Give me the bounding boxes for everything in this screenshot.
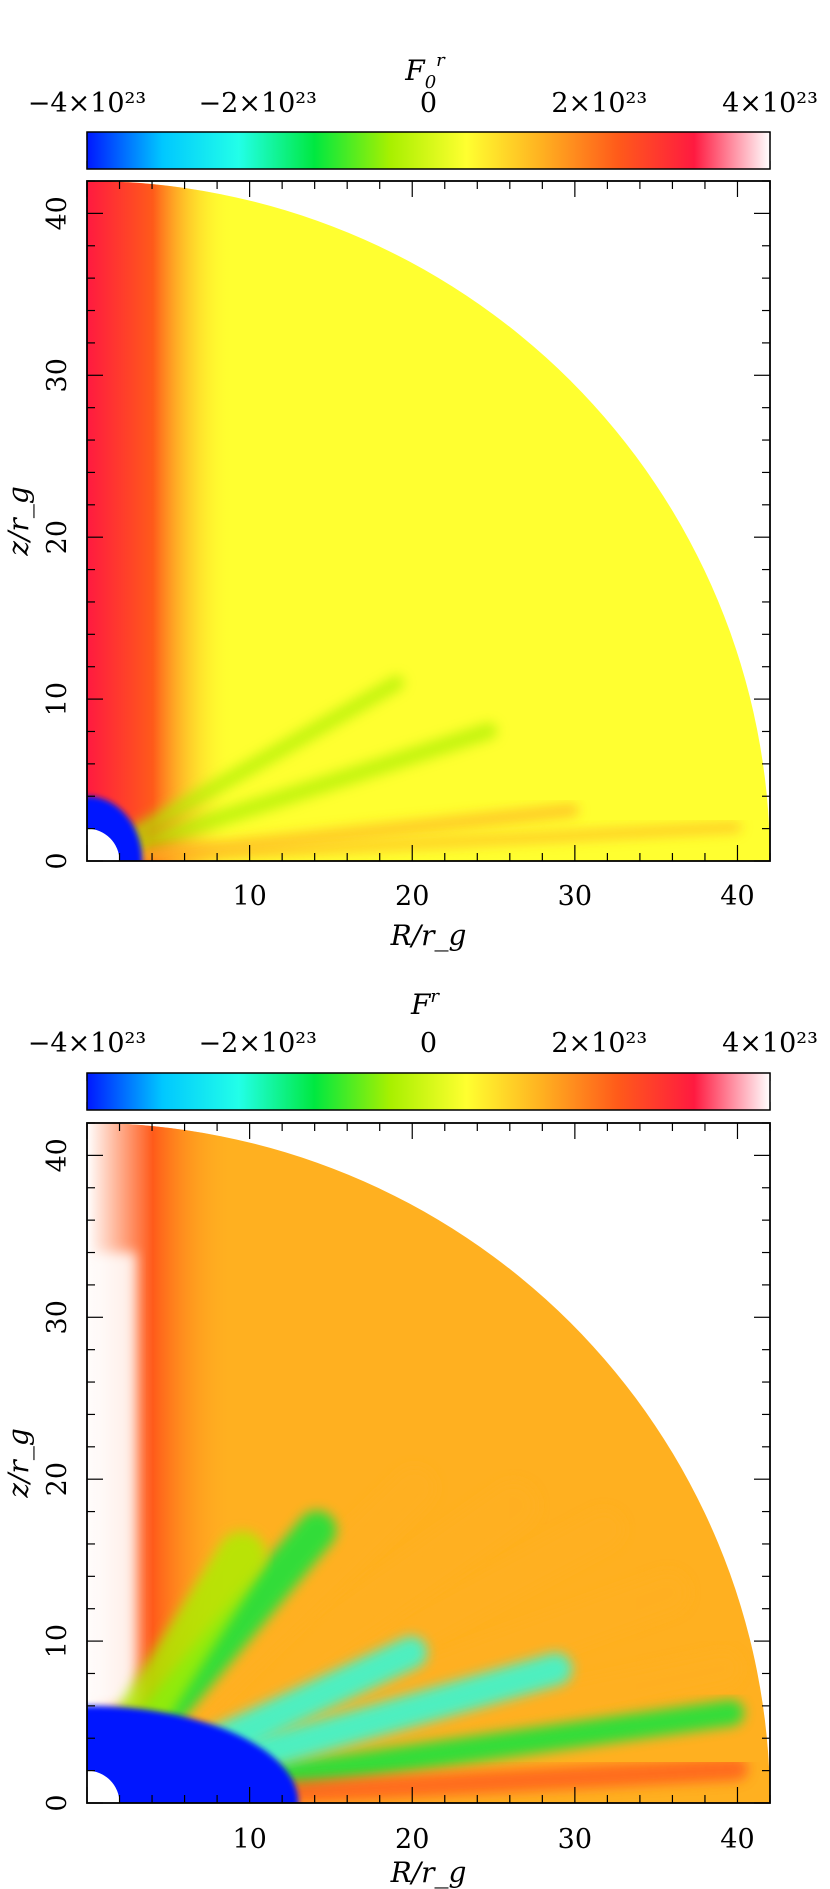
y-tick-label: 40 — [42, 1138, 73, 1172]
y-tick-label: 0 — [42, 852, 73, 869]
x-tick-label: 10 — [232, 881, 266, 912]
axes-frame — [86, 1122, 771, 1804]
y-tick-label: 10 — [42, 682, 73, 716]
y-axis-label: z/r_g — [2, 486, 35, 557]
heatmap — [87, 181, 770, 861]
colorbar-tick-label: −4×10²³ — [28, 88, 146, 119]
flux-streak — [87, 722, 498, 861]
x-tick-label: 40 — [720, 1824, 754, 1855]
colorbar-tick-label: 2×10²³ — [551, 1028, 647, 1059]
x-tick-label: 20 — [395, 1824, 429, 1855]
axes-frame — [86, 180, 771, 862]
x-axis-label: R/r_g — [390, 919, 467, 952]
y-tick-label: 10 — [42, 1624, 73, 1658]
panel-f0r: F0r −4×10²³ −2×10²³ 0 2×10²³ 4×10²³ 10 20 30 40… — [2, 50, 818, 952]
colorbar — [86, 131, 771, 170]
heatmap — [87, 1123, 770, 1803]
colorbar-title: F0r — [404, 50, 446, 93]
x-tick-label: 40 — [720, 881, 754, 912]
inner-hole — [87, 1770, 120, 1803]
flux-streak — [87, 822, 742, 861]
axis-jet — [87, 181, 234, 861]
colorbar-tick-label: −4×10²³ — [28, 1028, 146, 1059]
y-tick-label: 30 — [42, 1300, 73, 1334]
inner-hole — [87, 828, 120, 861]
panel-fr: Fr −4×10²³ −2×10²³ 0 2×10²³ 4×10²³ 10 20 30 40 0… — [2, 986, 818, 1889]
colorbar-tick-label: −2×10²³ — [199, 1028, 317, 1059]
colorbar — [86, 1072, 771, 1111]
colorbar-tick-label: 2×10²³ — [551, 88, 647, 119]
flux-streak — [87, 675, 405, 861]
colorbar-tick-label: 4×10²³ — [722, 88, 818, 119]
inner-region — [87, 1705, 299, 1803]
colorbar-tick-label: 4×10²³ — [722, 1028, 818, 1059]
y-axis-label: z/r_g — [2, 1428, 35, 1499]
x-tick-label: 10 — [232, 1824, 266, 1855]
colorbar-tick-label: 0 — [420, 1028, 437, 1059]
y-tick-label: 20 — [42, 520, 73, 554]
x-axis-label: R/r_g — [390, 1856, 467, 1889]
colorbar-tick-label: 0 — [420, 88, 437, 119]
y-tick-label: 30 — [42, 358, 73, 392]
x-tick-label: 30 — [558, 881, 592, 912]
colorbar-title: Fr — [410, 986, 440, 1021]
colorbar-tick-label: −2×10²³ — [199, 88, 317, 119]
inner-region — [87, 796, 143, 861]
x-tick-label: 20 — [395, 881, 429, 912]
y-tick-label: 0 — [42, 1794, 73, 1811]
y-tick-label: 20 — [42, 1462, 73, 1496]
y-tick-label: 40 — [42, 196, 73, 230]
x-tick-label: 30 — [558, 1824, 592, 1855]
